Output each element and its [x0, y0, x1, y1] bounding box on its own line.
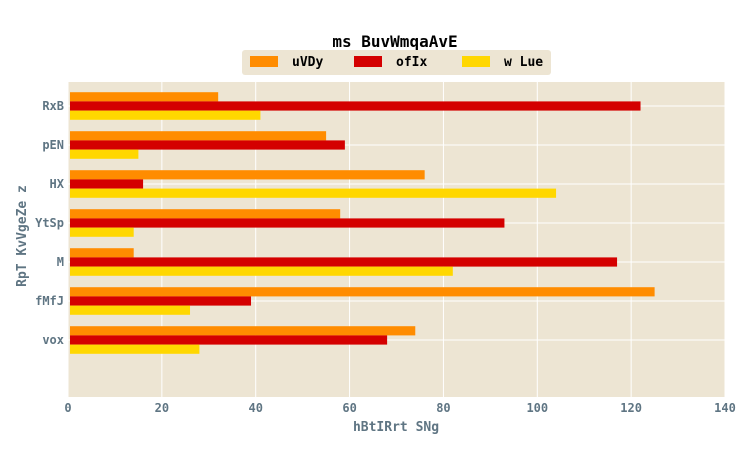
x-axis-label: hBtIRrt SNg — [353, 420, 439, 435]
bar — [70, 266, 453, 276]
bar — [70, 344, 200, 354]
y-tick-label: RxB — [42, 99, 64, 113]
bar — [70, 287, 655, 297]
bar — [70, 92, 219, 102]
x-tick-label: 140 — [714, 401, 736, 415]
bar — [70, 188, 557, 198]
legend-label: ofIx — [396, 55, 427, 70]
legend-label: w Lue — [504, 55, 543, 70]
chart-title: ms BuvWmqaAvE — [332, 32, 457, 51]
bar — [70, 305, 191, 315]
y-axis-label: RpT KvVgeZe z — [15, 185, 30, 287]
legend-swatch — [354, 56, 382, 67]
legend-swatch — [462, 56, 490, 67]
bar — [70, 140, 345, 150]
x-tick-label: 120 — [620, 401, 642, 415]
y-tick-label: vox — [42, 333, 64, 347]
bar — [70, 218, 505, 228]
x-tick-label: 0 — [64, 401, 71, 415]
bar — [70, 296, 252, 306]
y-tick-label: pEN — [42, 138, 64, 152]
bar — [70, 110, 261, 120]
bar — [70, 335, 388, 345]
y-tick-label: YtSp — [35, 216, 64, 230]
y-tick-label: fMfJ — [35, 294, 64, 308]
x-tick-label: 20 — [155, 401, 169, 415]
bar — [70, 101, 641, 111]
bar — [70, 131, 327, 141]
bar — [70, 149, 139, 159]
x-tick-label: 60 — [342, 401, 356, 415]
legend-swatch — [250, 56, 278, 67]
y-tick-label: M — [57, 255, 64, 269]
bars — [70, 92, 655, 354]
legend-label: uVDy — [292, 55, 323, 70]
bar — [70, 170, 425, 180]
bar — [70, 209, 341, 219]
bar — [70, 257, 618, 267]
bar — [70, 326, 416, 336]
x-tick-label: 80 — [436, 401, 450, 415]
bar — [70, 179, 144, 189]
x-axis-ticks: 0 20 40 60 80 100 120 140 — [64, 401, 735, 415]
x-tick-label: 40 — [248, 401, 262, 415]
bar — [70, 248, 134, 258]
bar — [70, 227, 134, 237]
x-tick-label: 100 — [526, 401, 548, 415]
y-tick-label: HX — [50, 177, 65, 191]
legend: uVDy ofIx w Lue — [242, 50, 551, 75]
